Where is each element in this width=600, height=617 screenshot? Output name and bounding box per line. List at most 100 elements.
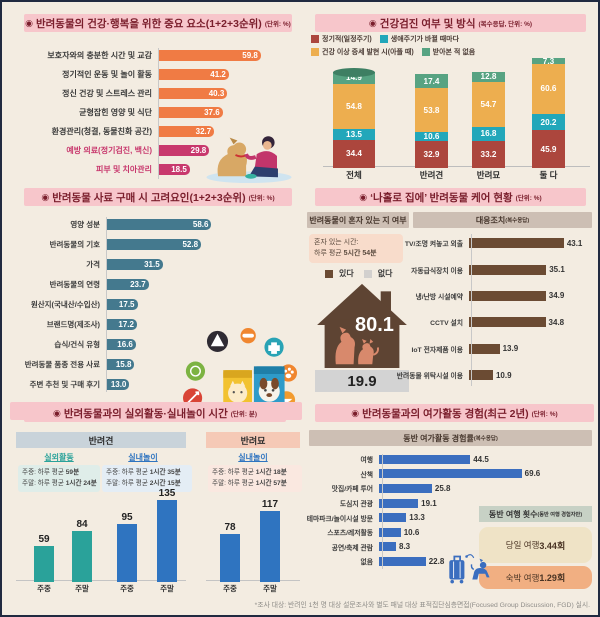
- bar-column: 59: [34, 534, 54, 582]
- bar: [469, 264, 547, 275]
- segment-lifecycle: 16.8: [472, 127, 505, 141]
- survey-footnote: *조사 대상: 반려인 1천 명 대상 설문조사와 별도 패널 대상 표적집단심…: [254, 602, 590, 609]
- bar-value: 31.5: [144, 259, 160, 269]
- bar-label: 반려동물의 기호: [49, 239, 100, 249]
- bar-value: 10.9: [495, 370, 512, 380]
- bar-value: 43.1: [566, 238, 583, 248]
- bar-row: 원산지(국내산/수입산) 17.5: [10, 294, 300, 314]
- bar-row: 없음 22.8: [307, 554, 594, 569]
- legend-item: 건강 이상 증세 발현 시(아플 때): [311, 47, 414, 57]
- bar: [379, 469, 522, 479]
- bar: 23.7: [106, 278, 149, 290]
- panel-importance-title: ◉ 반려동물의 건강·행복을 위한 중요 요소(1+2+3순위) (단위: %): [24, 14, 292, 32]
- bar: [157, 499, 177, 582]
- legend-label: 받아본 적 없음: [432, 49, 476, 56]
- segment-never: 17.4: [415, 73, 448, 89]
- stacked-bar-cat: 33.2 16.8 54.7 12.8: [472, 71, 505, 168]
- bar: [379, 498, 419, 508]
- panel-leisure-title-band: ◉ 반려동물과의 여가활동 경험(최근 2년) (단위: %): [315, 404, 594, 422]
- segment-lifecycle: 13.5: [333, 128, 375, 140]
- bar-label: 반려동물 위탁시설 이용: [396, 373, 463, 381]
- bar: 37.6: [158, 107, 223, 118]
- legend-swatch-symptom: [311, 48, 319, 56]
- title-text: 반려동물 사료 구매 시 고려요인(1+2+3순위): [52, 191, 246, 204]
- bar-value: 23.7: [130, 279, 146, 289]
- legend-item: 받아본 적 없음: [421, 47, 476, 57]
- segment-regular: 33.2: [472, 140, 505, 168]
- bar-row: 여행 44.5: [307, 452, 594, 467]
- bar-row: 테마파크/놀이시설 방문 13.3: [307, 510, 594, 525]
- bar-value: 34.8: [548, 317, 565, 327]
- measures-header: 대응조치 (복수응답): [413, 212, 592, 228]
- bar-column: 78: [220, 522, 240, 582]
- bar-row: 정기적인 운동 및 놀이 활동 41.2: [10, 65, 300, 84]
- panel-activity: ◉ 반려동물과의 실외활동·실내놀이 시간 (단위: 분) 반려견 반려묘 실외…: [10, 402, 302, 593]
- bar-value: 22.8: [428, 556, 445, 566]
- bar-row: 가격 31.5: [10, 254, 300, 274]
- bar-row: TV/조명 켜놓고 외출 43.1: [405, 230, 594, 256]
- bar-label: 여행: [360, 457, 373, 465]
- bar: 17.2: [106, 318, 137, 330]
- bar: [469, 290, 546, 301]
- bar: 58.6: [106, 218, 212, 230]
- bar-row: CCTV 설치 34.8: [413, 309, 594, 335]
- bar-value: 10.6: [403, 527, 420, 537]
- bar-label: 테마파크/놀이시설 방문: [306, 515, 373, 523]
- bar-row: 예방 의료(정기검진, 백신) 29.8: [10, 141, 300, 160]
- bar-label: 공연/축제 관람: [331, 544, 373, 552]
- bar-value: 18.5: [171, 165, 187, 174]
- bar-row: 공연/축제 관람 8.3: [307, 540, 594, 555]
- segment-symptom: 53.8: [415, 88, 448, 133]
- note-line2: 하루 평균: [314, 249, 344, 257]
- bar: 52.8: [106, 238, 202, 250]
- bar: 31.5: [106, 258, 163, 270]
- unit-label: (복수응답, 단위: %): [478, 21, 533, 28]
- segment-regular: 34.4: [333, 139, 375, 168]
- day-trip-label: 당일 여행: [505, 540, 540, 550]
- bar-column: 95: [117, 512, 137, 582]
- bar-label: 피부 및 치아관리: [96, 165, 152, 174]
- trips-header: 동반 여행 횟수 (동반 여행 경험자만): [479, 506, 592, 522]
- bar-row: 피부 및 치아관리 18.5: [10, 160, 300, 179]
- bar-value: 135: [158, 487, 176, 499]
- bar-value: 59.8: [242, 51, 258, 60]
- bar: [379, 527, 401, 537]
- bar-value: 29.8: [190, 146, 207, 155]
- unit-label: (단위: 분): [230, 411, 257, 418]
- bullseye-icon: ◉: [53, 407, 61, 418]
- bar-column: 135: [157, 488, 177, 582]
- bar: [379, 542, 396, 552]
- title-text: 반려동물과의 실외활동·실내놀이 시간: [63, 407, 228, 420]
- bar-value: 69.6: [524, 469, 541, 479]
- note-line1: 혼자 있는 시간:: [314, 239, 359, 246]
- cylinder-cap: [333, 67, 375, 77]
- bar-row: 균형잡힌 영양 및 식단 37.6: [10, 103, 300, 122]
- legend-label: 생애주기가 바뀔 때마다: [390, 36, 460, 43]
- cat-indoor-note: 주중: 하루 평균 1시간 18분 주말: 하루 평균 1시간 57분: [208, 465, 302, 493]
- house-illustration: [317, 283, 407, 368]
- title-text: 건강검진 여부 및 방식: [379, 17, 476, 30]
- panel-home-alone-title: ◉ ‘나홀로 집에’ 반려동물 케어 현황 (단위: %): [315, 188, 586, 206]
- bar-row: 정신 건강 및 스트레스 관리 40.3: [10, 84, 300, 103]
- bar: 41.2: [158, 69, 229, 80]
- legend-item: 정기적(일정주기): [311, 34, 372, 44]
- day-trip-box: 당일 여행 3.44회: [479, 527, 592, 563]
- importance-chart: 보호자와의 충분한 시간 및 교감 59.8 정기적인 운동 및 놀이 활동 41.…: [10, 46, 300, 179]
- bar-row: 주변 추천 및 구매 후기 13.0: [10, 374, 300, 394]
- bar: 15.8: [106, 358, 135, 370]
- bar-row: 영양 성분 58.6: [10, 214, 300, 234]
- alone-yes-value: 80.1: [355, 314, 394, 336]
- bar: [117, 524, 137, 582]
- bar-label: 맛집/카페 투어: [331, 486, 373, 494]
- legend-swatch-no: [363, 269, 372, 278]
- bar-row: 브랜드명(제조사) 17.2: [10, 314, 300, 334]
- bar-row: IoT 전자제품 이용 13.9: [412, 336, 594, 362]
- bar-row: 산책 69.6: [307, 467, 594, 482]
- bar-label: 균형잡힌 영양 및 식단: [79, 108, 152, 117]
- axis-line: [471, 234, 472, 386]
- panel-home-alone: ◉ ‘나홀로 집에’ 반려동물 케어 현황 (단위: %) 반려동물이 혼자 있…: [307, 186, 594, 428]
- measures-chart: TV/조명 켜놓고 외출 43.1 자동급식장치 이용 35.1 냉/난방 시설예약…: [396, 230, 594, 388]
- bar-value: 17.5: [118, 299, 135, 309]
- category-label: 반려견: [419, 170, 444, 180]
